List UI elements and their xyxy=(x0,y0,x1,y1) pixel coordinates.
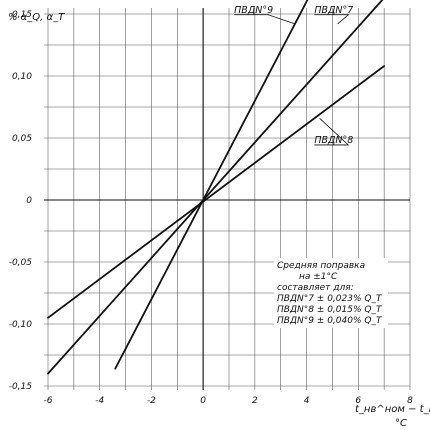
x-tick-label: -2 xyxy=(147,396,156,406)
series-label: ПВДN°7 xyxy=(314,5,353,16)
tick-labels: -6 -4 -2 0 2 4 6 8 0,15 0,10 0,05 0 -0,05 -0,10 -0,15 xyxy=(9,10,413,406)
label-leader xyxy=(314,117,350,146)
x-tick-label: 2 xyxy=(252,396,258,406)
y-tick-label: 0,15 xyxy=(12,10,32,20)
label-leader xyxy=(234,14,296,25)
y-tick-label: 0 xyxy=(26,196,32,206)
x-tick-label: 6 xyxy=(355,396,361,406)
series-lines xyxy=(47,0,386,375)
note-line: ПВДN°8 ± 0,015% Q_T xyxy=(277,305,383,315)
y-tick-label: -0,15 xyxy=(9,382,33,392)
y-tick-label: 0,10 xyxy=(12,72,32,82)
x-tick-label: 8 xyxy=(407,396,413,406)
note-line: Средняя поправка xyxy=(277,261,365,271)
y-tick-label: 0,05 xyxy=(12,134,32,144)
y-axis-label: % α_Q, α_T xyxy=(8,12,65,23)
series-line xyxy=(47,65,386,319)
grid xyxy=(44,8,411,390)
series-line xyxy=(47,0,384,375)
note-background xyxy=(274,258,388,328)
series-labels: ПВДN°9 ПВДN°7 ПВДN°8 xyxy=(234,5,353,146)
note-line: ПВДN°7 ± 0,023% Q_T xyxy=(277,294,383,304)
note-line: на ±1°С xyxy=(299,272,338,282)
series-label: ПВДN°9 xyxy=(234,5,273,16)
note-line: составляет для: xyxy=(277,283,354,293)
x-axis-label: t_нв^ном − t_нв °C xyxy=(355,404,430,429)
x-axis-unit: °C xyxy=(395,418,407,429)
x-axis-label-text: t_нв^ном − t_нв xyxy=(355,404,430,415)
note-line: ПВДN°9 ± 0,040% Q_T xyxy=(277,316,383,326)
x-tick-label: 4 xyxy=(304,396,310,406)
axes xyxy=(44,8,410,390)
series-label: ПВДN°8 xyxy=(314,135,353,146)
label-leader xyxy=(314,14,350,25)
y-tick-label: -0,05 xyxy=(9,258,33,268)
x-tick-label: -6 xyxy=(44,396,53,406)
series-line xyxy=(114,0,309,370)
x-tick-label: 0 xyxy=(200,396,206,406)
x-tick-label: -4 xyxy=(95,396,104,406)
y-tick-label: -0,10 xyxy=(9,320,33,330)
